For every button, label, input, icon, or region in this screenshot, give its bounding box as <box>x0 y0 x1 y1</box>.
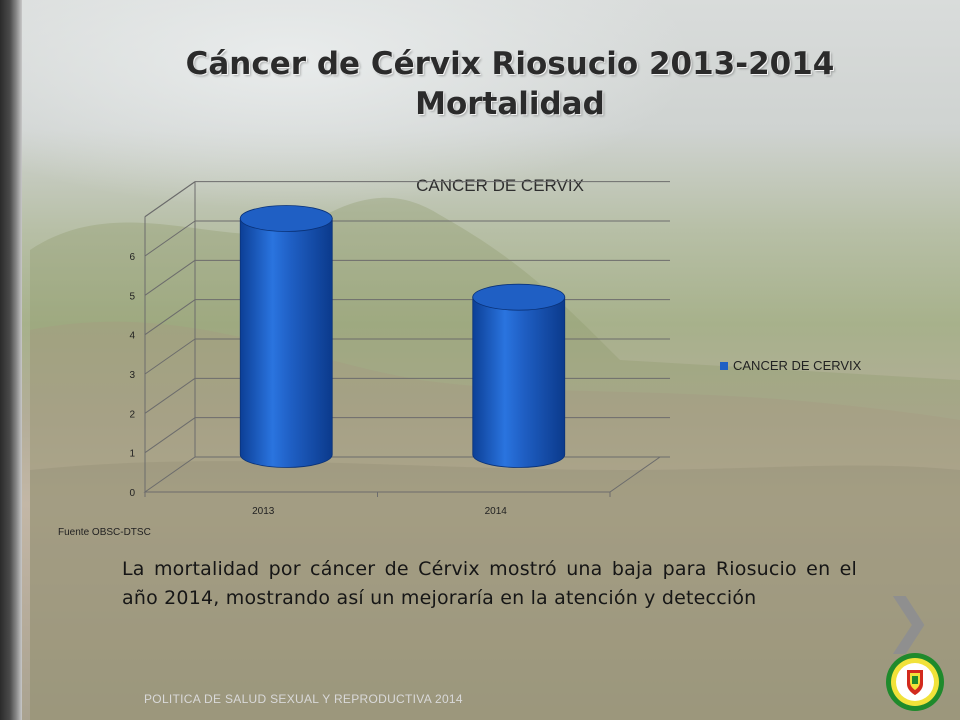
chart-bar-body <box>472 296 566 468</box>
chart-y-tick-label: 1 <box>129 449 135 460</box>
chart-bar-body <box>239 218 333 468</box>
chart-bar <box>472 283 566 468</box>
chart-grid <box>143 181 670 493</box>
chart-gridline-side <box>144 417 196 454</box>
chevron-right-icon[interactable]: ❯ <box>884 586 933 654</box>
chart-legend: CANCER DE CERVIX <box>720 358 861 373</box>
footer-text: POLITICA DE SALUD SEXUAL Y REPRODUCTIVA … <box>144 692 463 706</box>
chart-gridline-side <box>144 377 196 414</box>
chart-y-tick-label: 5 <box>129 291 135 302</box>
chart-bars <box>239 205 566 468</box>
source-note: Fuente OBSC-DTSC <box>58 527 151 538</box>
chart-y-tick-label: 0 <box>129 488 135 499</box>
chart-y-tick-label: 2 <box>129 409 135 420</box>
alcaldia-municipal-seal-icon <box>886 653 944 711</box>
chart-title: CANCER DE CERVIX <box>416 176 584 195</box>
slide-title-line1: Cáncer de Cérvix Riosucio 2013-2014 <box>185 46 835 82</box>
chart-floor <box>143 456 662 493</box>
chart-y-tick-label: 6 <box>129 252 135 263</box>
chart-bar <box>239 205 333 468</box>
chart-gridline-side <box>144 220 196 257</box>
chart-y-ticks: 0 1 2 3 4 5 6 <box>129 252 135 499</box>
chart-gridline-side <box>144 181 196 218</box>
legend-label: CANCER DE CERVIX <box>733 358 862 373</box>
chart-bar-top <box>239 205 333 232</box>
legend-swatch <box>720 361 728 370</box>
chart-gridline-side <box>144 338 196 375</box>
chart-y-tick-label: 3 <box>129 370 135 381</box>
chart-gridline-side <box>144 299 196 336</box>
chart-x-ticks: 2013 2014 <box>144 492 611 517</box>
slide-title: Cáncer de Cérvix Riosucio 2013-2014 Mort… <box>160 44 860 124</box>
chart-gridline-side <box>144 259 196 296</box>
chart-x-tick-label: 2014 <box>485 506 508 517</box>
left-frame-bar <box>0 0 22 720</box>
chart-y-tick-label: 4 <box>129 331 135 342</box>
chart-x-tick-label: 2013 <box>252 506 275 517</box>
chart-bar-top <box>472 283 566 311</box>
slide-title-line2: Mortalidad <box>415 86 605 122</box>
description-text: La mortalidad por cáncer de Cérvix mostr… <box>122 558 857 609</box>
